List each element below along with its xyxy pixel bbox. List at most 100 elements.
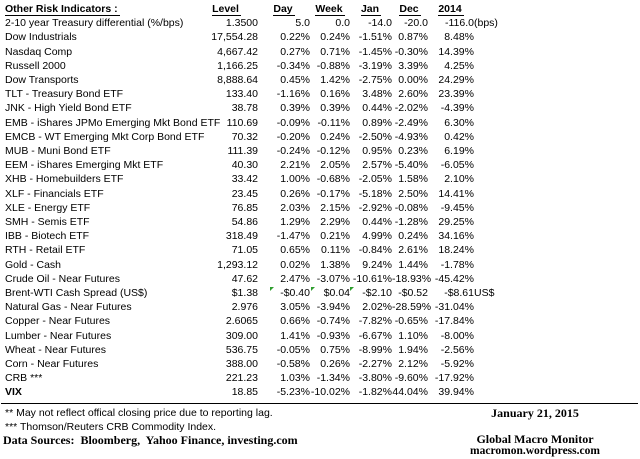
jan-change-cell: -6.67% <box>358 329 392 342</box>
jan-change-cell: -0.84% <box>358 244 392 257</box>
unit-note-cell <box>474 87 532 101</box>
indicator-name-cell: 2-10 year Treasury differential (%/bps) <box>5 17 184 30</box>
unit-note-cell <box>474 343 532 357</box>
table-row: 2-10 year Treasury differential (%/bps) … <box>5 16 532 30</box>
dec-change-cell: 1.10% <box>398 329 428 342</box>
year-2014-change-cell: -2.56% <box>440 343 474 356</box>
indicator-name-cell: Russell 2000 <box>5 59 66 72</box>
week-change-cell: 1.42% <box>320 74 350 87</box>
level-value-cell: 1.3500 <box>225 17 258 30</box>
indicator-name-cell: Dow Transports <box>5 74 79 87</box>
week-change-cell: 0.26% <box>320 358 350 371</box>
table-row: Natural Gas - Near Futures 2.976 3.05% -… <box>5 300 532 314</box>
dec-change-cell: 2.12% <box>398 358 428 371</box>
table-row: EEM - iShares Emerging Mkt ETF 40.30 2.2… <box>5 158 532 172</box>
unit-note-cell: US$ <box>474 287 495 300</box>
year-2014-change-cell: 0.42% <box>444 130 474 143</box>
week-change-cell: -0.88% <box>316 59 350 72</box>
day-change-cell: 5.0 <box>295 17 310 30</box>
day-change-cell: -1.47% <box>276 230 310 243</box>
dec-change-cell: -9.60% <box>394 372 428 385</box>
week-change-cell: -1.34% <box>316 372 350 385</box>
level-value-cell: 70.32 <box>231 130 258 143</box>
jan-change-cell: -2.50% <box>358 130 392 143</box>
year-2014-change-cell: 6.19% <box>444 145 474 158</box>
year-2014-change-cell: 23.39% <box>438 88 474 101</box>
level-value-cell: 23.45 <box>231 187 258 200</box>
week-change-cell: -10.02% <box>310 386 350 399</box>
table-row: MUB - Muni Bond ETF 111.39 -0.24% -0.12%… <box>5 144 532 158</box>
level-value-cell: 111.39 <box>227 145 258 158</box>
dec-change-cell: 1.58% <box>398 173 428 186</box>
unit-note-cell <box>474 30 532 44</box>
dec-change-cell: 2.60% <box>398 88 428 101</box>
table-title: Other Risk Indicators : <box>5 3 120 16</box>
unit-note-cell <box>474 187 532 201</box>
dec-change-cell: -18.93% <box>392 272 432 285</box>
year-2014-change-cell: -116.0 <box>445 17 474 30</box>
year-2014-change-cell: -6.05% <box>440 159 474 172</box>
week-change-cell: 0.71% <box>320 45 350 58</box>
risk-indicators-table: Other Risk Indicators : Level Day Week J… <box>5 2 532 400</box>
indicator-name-cell: Brent-WTI Cash Spread (US$) <box>5 287 148 300</box>
table-row: IBB - Biotech ETF 318.49 -1.47% 0.21% 4.… <box>5 229 532 243</box>
unit-note-cell <box>474 73 532 87</box>
indicator-name-cell: Copper - Near Futures <box>5 315 111 328</box>
table-row: Gold - Cash 1,293.12 0.02% 1.38% 9.24% 1… <box>5 258 532 272</box>
unit-note-cell <box>474 59 532 73</box>
jan-change-cell: -2.75% <box>358 74 392 87</box>
data-sources-line: Data Sources: Bloomberg, Yahoo Finance, … <box>3 433 298 447</box>
indicator-name-cell: Natural Gas - Near Futures <box>5 301 132 314</box>
dec-change-cell: 0.23% <box>398 145 428 158</box>
week-change-cell: 0.75% <box>320 343 350 356</box>
indicator-name-cell: Nasdaq Comp <box>5 45 73 58</box>
week-change-cell: -3.07% <box>316 272 350 285</box>
week-change-cell: 2.15% <box>320 201 350 214</box>
dec-change-cell: -28.59% <box>392 301 432 314</box>
indicator-name-cell: Crude Oil - Near Futures <box>5 272 120 285</box>
brand-name: Global Macro Monitor <box>476 432 594 446</box>
week-change-cell: 2.29% <box>320 216 350 229</box>
level-value-cell: 38.78 <box>231 102 258 115</box>
table-row: EMB - iShares JPMo Emerging Mkt Bond ETF… <box>5 116 532 130</box>
jan-change-cell: -3.19% <box>358 59 392 72</box>
dec-change-cell: -0.30% <box>394 45 428 58</box>
level-value-cell: 1,166.25 <box>217 59 258 72</box>
table-row: TLT - Treasury Bond ETF 133.40 -1.16% 0.… <box>5 87 532 101</box>
unit-note-cell: (bps) <box>474 17 498 30</box>
table-row: RTH - Retail ETF 71.05 0.65% 0.11% -0.84… <box>5 243 532 257</box>
indicator-name-cell: XHB - Homebuilders ETF <box>5 173 124 186</box>
table-row: CRB *** 221.23 1.03% -1.34% -3.80% -9.60… <box>5 371 532 385</box>
week-change-cell: 0.24% <box>320 31 350 44</box>
day-change-cell: 0.66% <box>280 315 310 328</box>
level-value-cell: 221.23 <box>225 372 258 385</box>
day-change-cell: 0.02% <box>280 258 310 271</box>
unit-note-cell <box>474 272 532 286</box>
jan-change-cell: 0.44% <box>362 216 392 229</box>
year-2014-change-cell: 2.10% <box>444 173 474 186</box>
jan-change-cell: 9.24% <box>362 258 392 271</box>
jan-change-cell: 4.99% <box>362 230 392 243</box>
table-row: Corn - Near Futures 388.00 -0.58% 0.26% … <box>5 357 532 371</box>
level-value-cell: 388.00 <box>225 358 258 371</box>
day-change-cell: -$0.40 <box>258 286 310 300</box>
day-change-cell: 2.21% <box>280 159 310 172</box>
unit-note-cell <box>474 116 532 130</box>
dec-change-cell: 3.39% <box>398 59 428 72</box>
day-change-cell: 1.41% <box>280 329 310 342</box>
level-value-cell: 18.85 <box>231 386 258 399</box>
level-value-cell: 47.62 <box>231 272 258 285</box>
week-change-cell: -3.94% <box>316 301 350 314</box>
dec-change-cell: -0.08% <box>394 201 428 214</box>
year-2014-change-cell: -8.00% <box>440 329 474 342</box>
table-row: Crude Oil - Near Futures 47.62 2.47% -3.… <box>5 272 532 286</box>
dec-change-cell: -5.40% <box>394 159 428 172</box>
jan-change-cell: -2.05% <box>358 173 392 186</box>
level-value-cell: 54.86 <box>231 216 258 229</box>
table-row: Wheat - Near Futures 536.75 -0.05% 0.75%… <box>5 343 532 357</box>
day-change-cell: -0.24% <box>276 145 310 158</box>
day-change-cell: 0.26% <box>280 187 310 200</box>
table-row: Brent-WTI Cash Spread (US$) $1.38 -$0.40… <box>5 286 532 300</box>
column-header-dec: Dec <box>399 3 421 16</box>
indicator-name-cell: EEM - iShares Emerging Mkt ETF <box>5 159 164 172</box>
